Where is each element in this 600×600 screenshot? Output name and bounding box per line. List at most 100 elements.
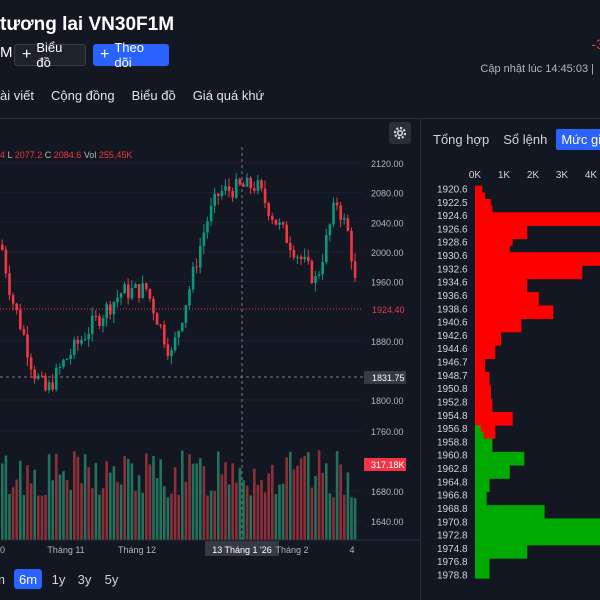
gear-icon xyxy=(393,126,407,140)
candle-body xyxy=(350,230,353,262)
price-level-label: 1926.6 xyxy=(437,224,468,235)
candle-body xyxy=(130,287,134,299)
time-tick-label: Tháng 2 xyxy=(275,545,308,555)
volume-axis-label: 4K xyxy=(585,170,598,181)
profile-bar xyxy=(475,571,490,579)
volume-bar xyxy=(159,459,162,540)
volume-bar xyxy=(206,495,209,540)
period-button-5y[interactable]: 5y xyxy=(104,571,119,587)
price-level-label: 1938.6 xyxy=(437,304,468,315)
candle-body xyxy=(195,266,198,268)
volume-bar xyxy=(26,465,29,540)
volume-bar xyxy=(307,452,310,540)
profile-bar xyxy=(475,278,528,286)
legend-close-value: 2084.6 xyxy=(53,150,82,160)
tab-price-level[interactable]: Mức giá xyxy=(556,129,600,150)
profile-bar xyxy=(475,318,522,326)
candle-body xyxy=(40,375,44,377)
volume-bar xyxy=(19,460,22,540)
volume-bar xyxy=(184,481,188,540)
updated-tail: | xyxy=(591,63,594,75)
candle-body xyxy=(55,367,58,390)
candle-body xyxy=(170,350,173,356)
candle-body xyxy=(235,178,238,198)
ohlc-legend: 4 L 2077.2 C 2084.6 Vol 255,45K xyxy=(0,150,132,160)
volume-bar xyxy=(62,471,65,540)
candle-body xyxy=(217,193,220,197)
profile-bar xyxy=(475,272,583,280)
candle-body xyxy=(145,283,148,290)
crosshair-price-label: 1831.75 xyxy=(372,373,405,383)
price-chart-panel[interactable]: 2120.00 2080.00 2040.00 2000.00 1960.00 1880.… xyxy=(0,119,420,566)
candle-body xyxy=(220,190,224,197)
profile-bar xyxy=(475,372,490,379)
volume-bar xyxy=(51,480,54,540)
price-change: -3 xyxy=(591,36,600,52)
tab-order-book[interactable]: Sổ lệnh xyxy=(503,132,548,147)
price-level-label: 1962.8 xyxy=(437,464,468,475)
period-button-1y[interactable]: 1y xyxy=(51,571,66,587)
candle-body xyxy=(155,313,159,325)
volume-bar xyxy=(249,495,252,540)
volume-bar xyxy=(281,483,285,540)
legend-close-label: C xyxy=(44,150,52,160)
candle-body xyxy=(80,339,83,344)
time-tick-label: Tháng 12 xyxy=(118,545,156,555)
price-tick-label: 1640.00 xyxy=(371,517,404,527)
candle-body xyxy=(4,249,8,274)
price-level-label: 1954.8 xyxy=(437,411,468,422)
volume-bar xyxy=(47,454,51,540)
follow-button[interactable]: + Theo dõi xyxy=(93,40,169,70)
profile-bar xyxy=(475,411,513,419)
chart-button[interactable]: + Biểu đồ xyxy=(14,40,86,70)
price-chart[interactable]: 2120.00 2080.00 2040.00 2000.00 1960.00 1880.… xyxy=(0,119,420,566)
candle-body xyxy=(307,256,310,262)
profile-bar xyxy=(475,325,522,333)
price-level-label: 1964.8 xyxy=(437,477,468,488)
nav-item-community[interactable]: Cộng đồng xyxy=(50,88,115,103)
volume-bar xyxy=(256,484,260,540)
volume-bar xyxy=(325,463,328,540)
profile-bar xyxy=(475,525,600,533)
volume-bar xyxy=(40,495,44,540)
nav-item-articles[interactable]: ài viết xyxy=(0,88,34,103)
volume-bar xyxy=(289,451,292,540)
volume-bar xyxy=(238,468,242,540)
profile-bar xyxy=(475,471,510,479)
candle-body xyxy=(271,216,274,220)
price-level-label: 1930.6 xyxy=(437,251,468,262)
period-button-m[interactable]: m xyxy=(0,569,11,589)
chart-button-label: Biểu đồ xyxy=(36,40,63,70)
volume-bar xyxy=(148,464,152,540)
price-tick-label: 1680.00 xyxy=(371,487,404,497)
chart-settings-button[interactable] xyxy=(389,122,411,144)
volume-bar xyxy=(263,492,267,540)
volume-bar xyxy=(217,451,220,540)
volume-bar xyxy=(112,466,116,540)
legend-volume-label: Vol xyxy=(83,150,97,160)
tab-summary[interactable]: Tổng hợp xyxy=(433,132,490,147)
volume-bar xyxy=(314,475,317,540)
candle-body xyxy=(11,295,15,304)
profile-bar xyxy=(475,451,525,459)
price-level-label: 1936.6 xyxy=(437,291,468,302)
candle-body xyxy=(296,256,299,258)
candle-body xyxy=(166,344,170,356)
period-button-6m[interactable]: 6m xyxy=(14,569,42,589)
price-level-label: 1942.6 xyxy=(437,331,468,342)
volume-axis-label: 0K xyxy=(469,170,482,181)
volume-bar xyxy=(343,494,346,540)
time-tick-label: 0 xyxy=(0,545,5,555)
profile-bar xyxy=(475,565,490,572)
volume-bar xyxy=(346,472,350,540)
volume-bar xyxy=(335,450,339,540)
volume-bar xyxy=(1,463,4,540)
nav-item-history[interactable]: Giá quá khứ xyxy=(192,88,265,103)
volume-axis-label: 2K xyxy=(527,170,540,181)
price-level-label: 1966.8 xyxy=(437,491,468,502)
period-button-3y[interactable]: 3y xyxy=(77,571,92,587)
price-tick-label: 2120.00 xyxy=(371,159,404,169)
nav-item-chart[interactable]: Biểu đồ xyxy=(131,88,176,103)
volume-bar xyxy=(65,480,69,540)
price-level-label: 1922.5 xyxy=(437,198,468,209)
